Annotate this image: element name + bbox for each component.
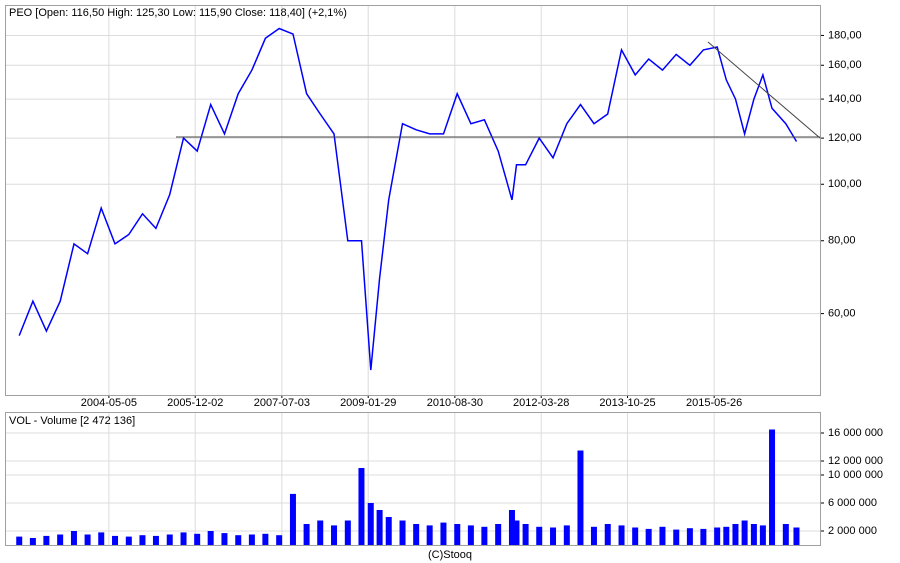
volume-bar <box>659 526 666 545</box>
x-tick-label: 2012-03-28 <box>513 397 569 409</box>
volume-bar <box>513 520 520 545</box>
y-tick-label: 12 000 000 <box>828 455 883 467</box>
volume-bar <box>508 510 515 545</box>
volume-bar <box>686 528 693 545</box>
volume-bar <box>769 429 776 545</box>
volume-bar <box>782 524 789 545</box>
volume-bar <box>125 536 132 545</box>
y-tick-label: 6 000 000 <box>828 497 877 509</box>
volume-bar <box>180 532 187 545</box>
volume-bar <box>454 524 461 545</box>
volume-bar <box>426 525 433 545</box>
y-tick-label: 60,00 <box>828 307 856 319</box>
volume-bar <box>344 520 351 545</box>
volume-bar <box>16 536 23 545</box>
volume-bar <box>741 520 748 545</box>
volume-bar <box>276 535 283 545</box>
volume-bar <box>536 526 543 545</box>
volume-bar <box>221 533 228 545</box>
volume-bar <box>112 535 119 545</box>
price-frame <box>5 5 821 396</box>
y-tick-label: 160,00 <box>828 59 862 71</box>
volume-bar <box>248 534 255 545</box>
volume-bar <box>262 533 269 545</box>
volume-bar <box>207 531 214 545</box>
volume-bar <box>303 524 310 545</box>
volume-bar <box>139 535 146 545</box>
volume-bar <box>714 527 721 545</box>
volume-bar <box>194 533 201 545</box>
volume-bar <box>793 527 800 545</box>
volume-bar <box>317 520 324 545</box>
x-tick-label: 2004-05-05 <box>81 397 137 409</box>
volume-bar <box>481 526 488 545</box>
marks <box>16 27 800 545</box>
volume-bar <box>166 534 173 545</box>
y-tick-label: 16 000 000 <box>828 427 883 439</box>
volume-bar <box>399 520 406 545</box>
volume-bar <box>522 524 529 545</box>
x-tick-label: 2005-12-02 <box>167 397 223 409</box>
volume-bar <box>440 522 447 545</box>
grids <box>5 5 824 545</box>
volume-bar <box>673 529 680 545</box>
y-tick-label: 120,00 <box>828 132 862 144</box>
volume-bar <box>577 450 584 545</box>
x-tick-label: 2007-07-03 <box>254 397 310 409</box>
x-tick-label: 2010-08-30 <box>427 397 483 409</box>
price-title: PEO [Open: 116,50 High: 125,30 Low: 115,… <box>9 7 347 19</box>
volume-bar <box>632 527 639 545</box>
x-tick-label: 2009-01-29 <box>340 397 396 409</box>
x-tick-label: 2013-10-25 <box>599 397 655 409</box>
volume-bar <box>645 528 652 545</box>
volume-bar <box>413 524 420 545</box>
trend-line <box>707 41 821 139</box>
volume-bar <box>700 528 707 545</box>
volume-bar <box>467 525 474 545</box>
volume-bar <box>70 531 77 545</box>
volume-bar <box>84 534 91 545</box>
volume-bar <box>723 526 730 545</box>
volume-bar <box>235 535 242 545</box>
volume-frame <box>5 412 821 546</box>
volume-bar <box>385 517 392 545</box>
volume-bar <box>495 524 502 545</box>
y-tick-label: 180,00 <box>828 29 862 41</box>
volume-bar <box>57 534 64 545</box>
volume-bar <box>750 524 757 545</box>
y-tick-label: 140,00 <box>828 93 862 105</box>
volume-bar <box>590 526 597 545</box>
y-tick-label: 100,00 <box>828 178 862 190</box>
volume-bar <box>29 538 36 545</box>
volume-title: VOL - Volume [2 472 136] <box>9 415 135 427</box>
volume-bar <box>358 468 365 545</box>
volume-bar <box>604 524 611 545</box>
volume-bar <box>289 493 296 545</box>
volume-bar <box>732 524 739 545</box>
volume-bar <box>43 535 50 545</box>
volume-bar <box>367 503 374 545</box>
volume-bar <box>98 532 105 545</box>
x-tick-label: 2015-05-26 <box>686 397 742 409</box>
footer: (C)Stooq <box>428 549 472 561</box>
volume-bar <box>618 525 625 545</box>
volume-bar <box>563 525 570 545</box>
y-tick-label: 2 000 000 <box>828 525 877 537</box>
volume-bar <box>331 525 338 545</box>
volume-bar <box>152 535 159 545</box>
y-tick-label: 10 000 000 <box>828 469 883 481</box>
volume-bar <box>759 525 766 545</box>
y-tick-label: 80,00 <box>828 235 856 247</box>
price-line <box>18 27 798 371</box>
volume-bar <box>376 510 383 545</box>
volume-bar <box>550 527 557 545</box>
